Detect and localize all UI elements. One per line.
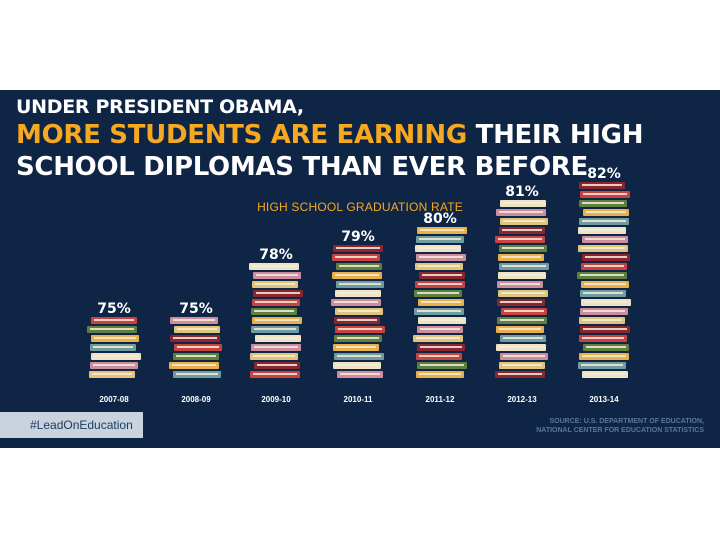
chart-title: HIGH SCHOOL GRADUATION RATE <box>257 200 463 214</box>
value-label: 81% <box>505 184 539 200</box>
headline-line-1: UNDER PRESIDENT OBAMA, <box>16 96 304 118</box>
x-tick-label: 2008-09 <box>181 395 211 404</box>
x-tick-label: 2011-12 <box>426 395 455 404</box>
x-tick-label: 2012-13 <box>507 395 537 404</box>
x-tick-label: 2013-14 <box>589 395 619 404</box>
value-label: 75% <box>97 301 131 317</box>
headline-line-3: SCHOOL DIPLOMAS THAN EVER BEFORE <box>16 152 588 182</box>
x-tick-label: 2009-10 <box>261 395 291 404</box>
x-tick-label: 2007-08 <box>99 395 129 404</box>
graduation-rate-chart: 75% 2007-08 75% 2008-09 78% 2009-10 79% 2010-11… <box>87 166 631 404</box>
bar-2007-08 <box>87 317 141 378</box>
bar-2008-09 <box>169 317 222 378</box>
source-line-2: NATIONAL CENTER FOR EDUCATION STATISTICS <box>536 427 704 434</box>
value-label: 80% <box>423 211 457 227</box>
value-label: 79% <box>341 229 375 245</box>
bar-2012-13 <box>495 200 549 378</box>
bar-2010-11 <box>331 245 385 378</box>
value-label: 82% <box>587 166 621 182</box>
hashtag-tag[interactable]: #LeadOnEducation <box>0 412 143 438</box>
infographic-panel: UNDER PRESIDENT OBAMA, MORE STUDENTS ARE… <box>0 90 720 448</box>
source-line-1: SOURCE: U.S. DEPARTMENT OF EDUCATION, <box>549 418 704 425</box>
bar-2009-10 <box>249 263 303 378</box>
headline-line-2: MORE STUDENTS ARE EARNING THEIR HIGH <box>16 120 643 150</box>
value-label: 78% <box>259 247 293 263</box>
headline-accent: MORE STUDENTS ARE EARNING <box>16 120 467 150</box>
bar-2013-14 <box>577 182 631 378</box>
bar-2011-12 <box>413 227 467 378</box>
headline-line-2-rest: THEIR HIGH <box>466 120 644 150</box>
source-note: SOURCE: U.S. DEPARTMENT OF EDUCATION, NA… <box>536 417 704 435</box>
x-tick-label: 2010-11 <box>344 395 373 404</box>
value-label: 75% <box>179 301 213 317</box>
